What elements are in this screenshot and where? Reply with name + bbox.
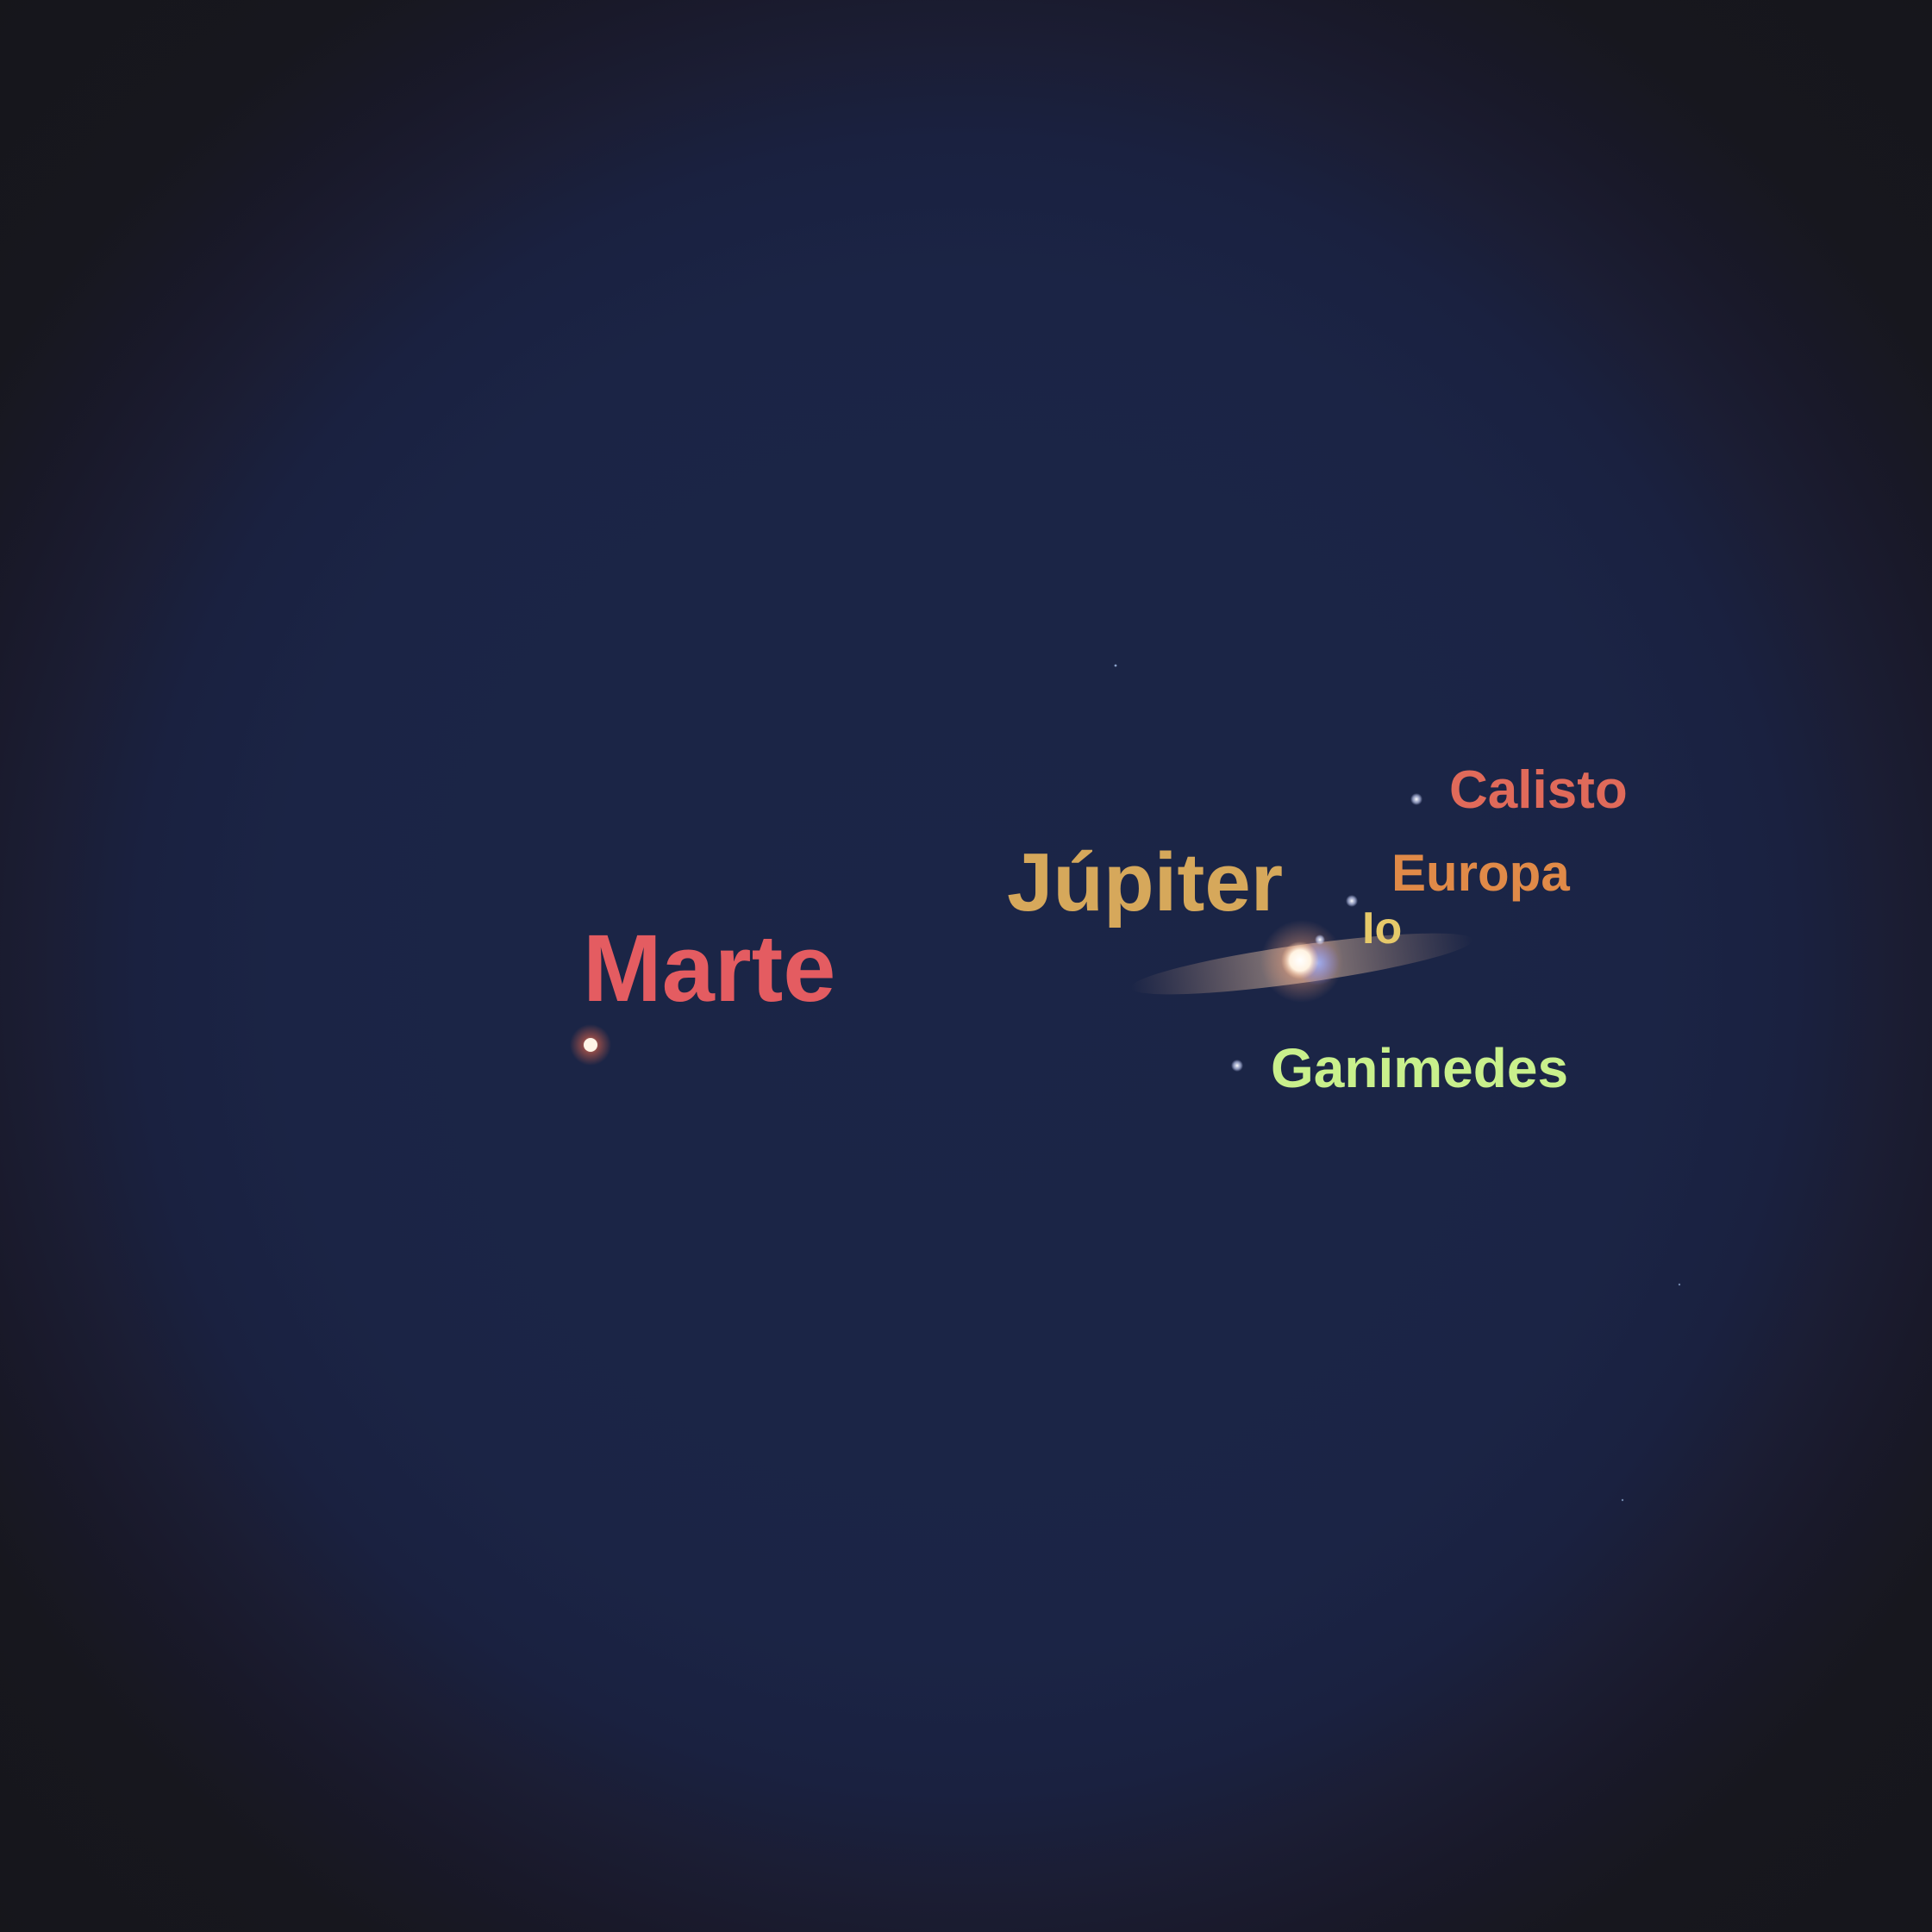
faint-star <box>1114 664 1117 667</box>
marte-label: Marte <box>583 916 836 1022</box>
calisto-label: Calisto <box>1449 760 1628 820</box>
io-label: Io <box>1362 903 1403 953</box>
calisto-moon <box>1410 793 1422 805</box>
europa-label: Europa <box>1391 844 1570 902</box>
jupiter-planet <box>1130 920 1473 1003</box>
jupiter-label: Júpiter <box>1007 836 1284 928</box>
europa-moon <box>1346 895 1358 907</box>
ganimedes-moon <box>1231 1060 1243 1072</box>
faint-star <box>1678 1283 1681 1286</box>
io-moon <box>1315 935 1325 945</box>
mars-planet <box>570 1024 611 1066</box>
faint-star <box>1621 1498 1624 1502</box>
ganimedes-label: Ganimedes <box>1271 1037 1569 1099</box>
